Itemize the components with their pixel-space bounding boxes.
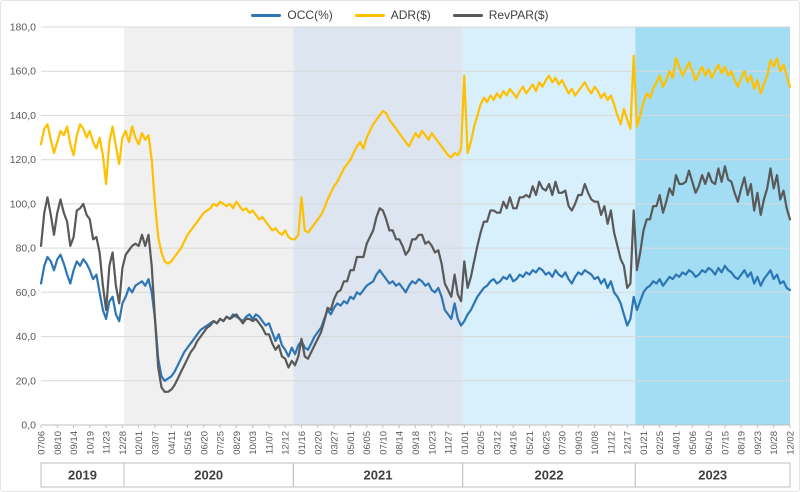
x-axis-label: 06/10 [704,431,715,455]
x-axis-label: 05/01 [346,431,357,455]
x-axis-label: 07/25 [216,431,227,455]
legend-item-revpar: RevPAR($) [452,8,549,22]
y-axis-label: 160,0 [10,66,36,78]
year-label-2022: 2022 [535,468,564,483]
x-axis-label: 08/10 [53,431,64,455]
x-axis-label: 08/19 [737,431,748,455]
x-axis-label: 07/10 [378,431,389,455]
year-label-2019: 2019 [68,468,97,483]
x-axis-label: 05/06 [688,431,699,455]
x-axis-label: 03/12 [492,431,503,455]
year-box-2019 [40,462,125,488]
y-axis-label: 80,0 [16,243,37,255]
x-axis-label: 06/25 [541,431,552,455]
series-line-OCC(%) [39,253,792,382]
adr-line-swatch-icon [354,13,385,17]
y-axis-label: 0,0 [21,420,36,432]
y-axis-label: 100,0 [10,198,36,210]
x-axis-label: 10/03 [248,431,259,455]
x-axis-label: 10/23 [427,431,438,455]
x-axis-label: 06/20 [199,431,210,455]
x-axis-label: 01/16 [297,431,308,455]
x-axis-label: 11/12 [606,431,617,454]
series-line-ADR($) [39,54,792,265]
x-axis-label: 10/08 [590,431,601,455]
series-line-RevPAR($) [39,165,792,393]
legend-label-occ: OCC(%) [287,8,333,22]
legend-label-adr: ADR($) [390,8,431,22]
x-axis-label: 07/30 [558,431,569,455]
x-axis-label: 04/01 [672,431,683,455]
year-box-2020 [123,462,294,488]
occ-line-swatch-icon [251,13,282,17]
year-box-2023 [634,462,791,488]
x-axis-label: 09/03 [574,431,585,455]
x-axis-label: 02/05 [476,431,487,455]
x-axis-label: 03/27 [330,431,341,455]
x-axis-label: 10/19 [85,431,96,455]
year-label-2023: 2023 [698,468,727,483]
x-axis-label: 09/14 [69,431,80,455]
x-axis-label: 05/16 [183,431,194,455]
x-axis-label: 09/18 [411,431,422,455]
x-axis-label: 05/21 [525,431,536,455]
x-axis-label: 04/11 [167,431,178,454]
x-axis-label: 08/29 [232,431,243,455]
x-axis-label: 07/06 [37,431,48,455]
x-axis-label: 02/25 [655,431,666,455]
year-band-2023 [635,27,790,425]
year-box-2021 [292,462,464,488]
y-axis-label: 180,0 [10,22,36,34]
legend-item-occ: OCC(%) [251,8,333,22]
x-axis-label: 03/07 [151,431,162,455]
x-axis-label: 06/05 [362,431,373,455]
y-axis-label: 120,0 [10,154,36,166]
x-axis-label: 10/28 [769,431,780,455]
x-axis-label: 07/15 [720,431,731,455]
x-axis-label: 11/07 [265,431,276,454]
y-axis-label: 60,0 [16,287,37,299]
x-axis-label: 11/23 [102,431,113,454]
x-axis-label: 01/01 [460,431,471,455]
legend-label-revpar: RevPAR($) [488,8,549,22]
x-axis-label: 02/20 [313,431,324,455]
year-box-2022 [462,462,636,488]
y-axis-label: 140,0 [10,110,36,122]
y-axis-label: 40,0 [16,331,37,343]
x-axis-label: 04/16 [509,431,520,455]
x-axis-label: 12/12 [281,431,292,455]
year-band-2020 [124,27,294,425]
y-axis-label: 20,0 [16,375,37,387]
year-band-2022 [462,27,636,425]
chart-legend: OCC(%) ADR($) RevPAR($) [1,6,799,24]
x-axis-label: 01/21 [639,431,650,455]
x-axis-label: 12/17 [623,431,634,455]
x-axis-label: 12/02 [786,431,797,455]
x-axis-label: 11/27 [444,431,455,454]
revpar-line-swatch-icon [452,13,483,17]
legend-item-adr: ADR($) [354,8,431,22]
x-axis-label: 09/23 [753,431,764,455]
x-axis-label: 08/14 [395,431,406,455]
x-axis-label: 02/01 [134,431,145,455]
year-band-2021 [293,27,463,425]
x-axis-label: 12/28 [118,431,129,455]
year-label-2021: 2021 [364,468,393,483]
year-label-2020: 2020 [194,468,223,483]
